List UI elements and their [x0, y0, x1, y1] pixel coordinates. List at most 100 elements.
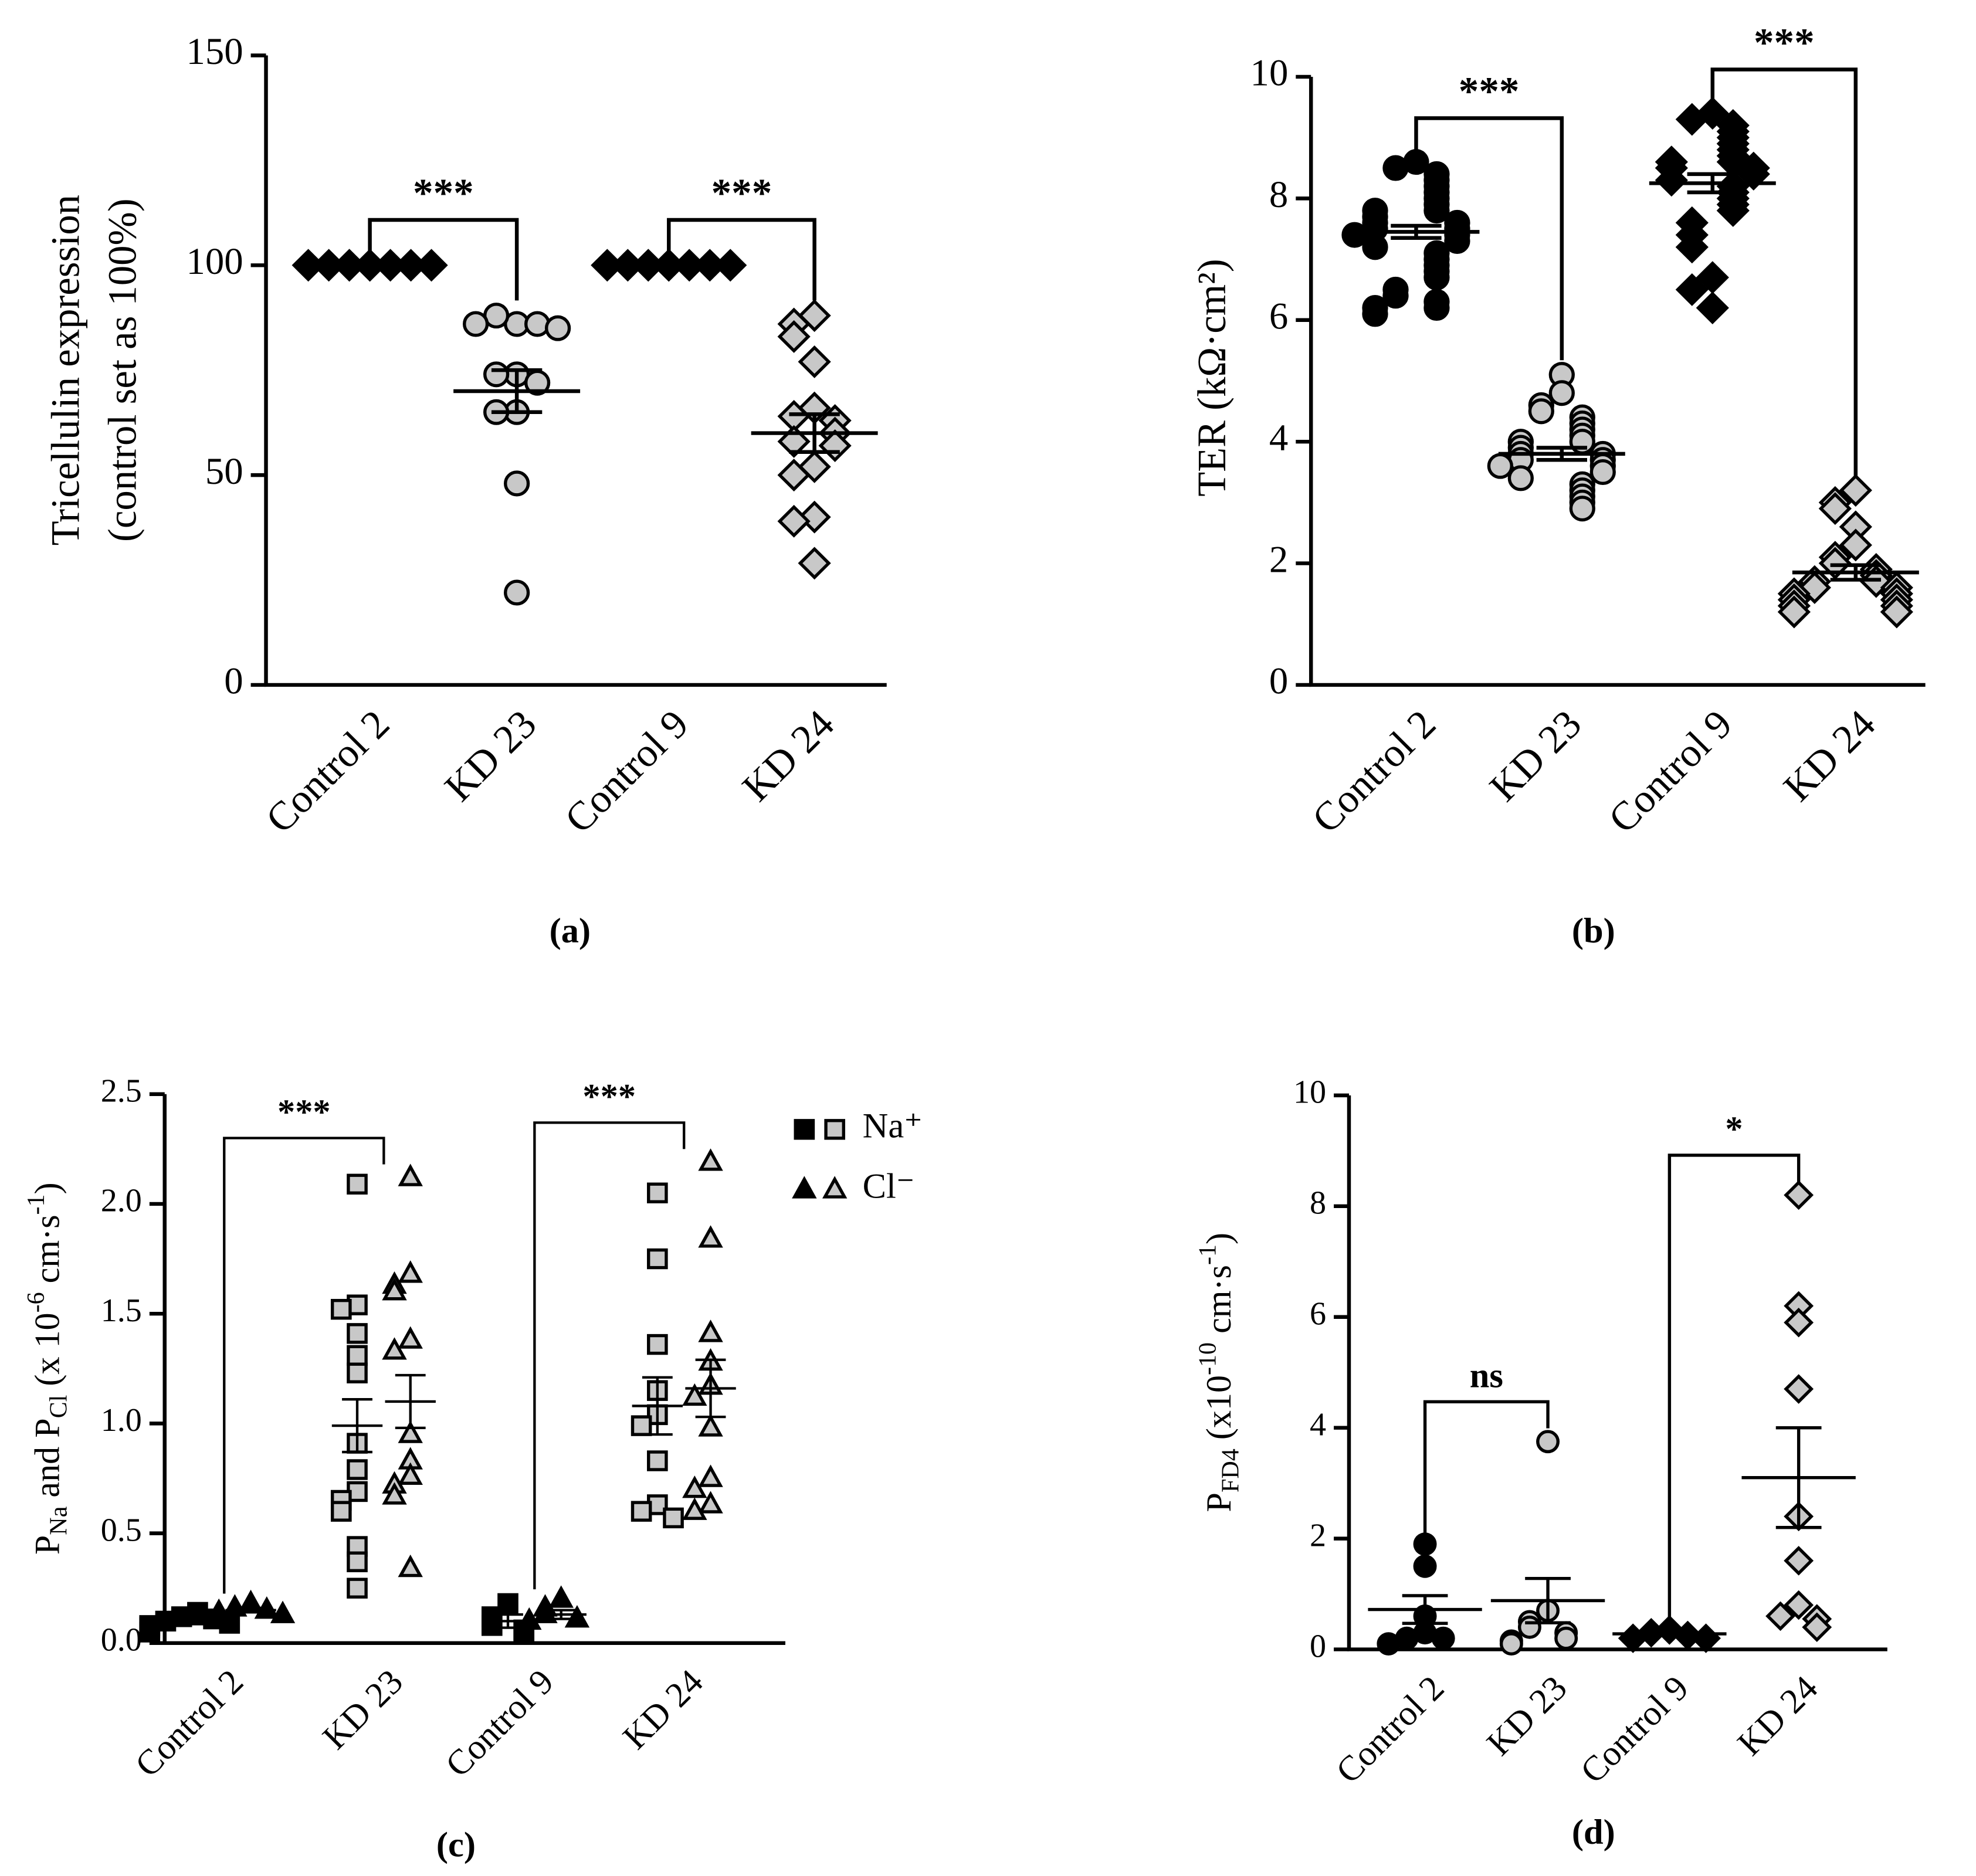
y-axis-label-part: FD4: [1216, 1448, 1244, 1492]
significance-bracket: [223, 1137, 385, 1594]
y-tick-label: 4: [1310, 1407, 1326, 1443]
x-tick-label: Control 9: [438, 1662, 561, 1785]
legend-marker: [822, 1176, 848, 1199]
y-tick-label: 6: [1310, 1296, 1326, 1332]
data-point: [698, 1464, 723, 1487]
data-point: [647, 1248, 668, 1270]
data-point: [647, 1450, 668, 1471]
y-tick-label: 2.0: [101, 1183, 142, 1219]
data-point: [1655, 164, 1688, 197]
data-point: [524, 311, 551, 337]
data-point: [1548, 380, 1575, 406]
data-point: [382, 1337, 407, 1360]
significance-bracket: [368, 218, 519, 301]
data-point: [647, 1334, 668, 1355]
y-axis-label-part: Cl: [45, 1395, 72, 1419]
data-point: [330, 1298, 352, 1320]
y-tick-label: 0.5: [101, 1512, 142, 1549]
significance-bracket: [1414, 116, 1564, 361]
y-tick-label: 1.5: [101, 1292, 142, 1329]
x-tick-label: Control 9: [1573, 1668, 1696, 1791]
y-tick-label: 8: [1269, 173, 1288, 215]
data-point: [798, 345, 831, 378]
data-point: [698, 1414, 723, 1437]
y-tick-label: 1.0: [101, 1402, 142, 1439]
x-tick-label: KD 23: [1479, 1668, 1575, 1763]
data-point: [631, 1415, 652, 1436]
data-point: [1784, 1374, 1814, 1404]
legend-marker: [824, 1119, 846, 1140]
y-tick-label: 2: [1310, 1518, 1326, 1554]
y-axis-label-part: ): [1199, 1233, 1239, 1244]
x-tick-label: Control 9: [1600, 701, 1741, 841]
x-tick-label: Control 9: [556, 701, 697, 841]
sem-bar: [1646, 1630, 1693, 1637]
sem-bar: [1391, 223, 1442, 240]
data-point: [798, 547, 831, 580]
sem-bar: [789, 412, 840, 454]
axes: [264, 55, 887, 687]
data-point: [1818, 492, 1852, 525]
data-point: [1341, 222, 1368, 248]
y-axis-label-part: (x10: [1199, 1375, 1239, 1448]
data-point: [1839, 474, 1872, 507]
panel-label: (d): [1572, 1813, 1615, 1852]
legend-label: Na⁺: [863, 1107, 923, 1146]
x-tick-label: KD 24: [1775, 701, 1884, 809]
x-tick-label: Control 2: [257, 701, 398, 841]
data-point: [1423, 295, 1450, 321]
data-point: [503, 579, 530, 606]
data-point: [347, 1173, 368, 1195]
data-point: [1362, 301, 1388, 327]
y-tick-label: 100: [186, 240, 243, 282]
data-point: [663, 1507, 684, 1529]
data-point: [481, 1615, 503, 1636]
data-point: [1431, 1626, 1455, 1650]
significance-bracket: [1667, 1154, 1801, 1620]
sem-bar: [1775, 1426, 1822, 1529]
data-point: [682, 1383, 707, 1406]
data-point: [347, 1551, 368, 1572]
data-point: [398, 1420, 423, 1443]
y-axis-label-part: -1: [1194, 1244, 1221, 1265]
x-tick-label: KD 23: [436, 701, 545, 809]
data-point: [1517, 1615, 1541, 1639]
panel-label: (a): [550, 911, 591, 951]
data-point: [503, 470, 530, 497]
y-tick-label: 0: [1310, 1628, 1326, 1664]
data-point: [1377, 1632, 1401, 1656]
y-tick-label: 10: [1250, 52, 1289, 94]
data-point: [1675, 273, 1709, 306]
data-point: [1362, 234, 1388, 260]
data-point: [517, 1607, 542, 1630]
y-tick-label: 0: [224, 660, 243, 702]
significance-bracket: [1423, 1400, 1550, 1535]
data-point: [1536, 1430, 1560, 1454]
y-tick-label: 150: [186, 30, 243, 72]
sem-bar: [1536, 446, 1587, 462]
data-point: [1777, 595, 1811, 629]
y-tick-label: 4: [1269, 416, 1288, 459]
data-point: [483, 361, 510, 388]
data-point: [1499, 1632, 1523, 1656]
data-point: [330, 1501, 352, 1522]
data-point: [1716, 194, 1750, 228]
y-axis-label-part: -1: [22, 1194, 49, 1215]
y-tick-label: 0.0: [101, 1622, 142, 1658]
data-point: [382, 1482, 407, 1505]
data-point: [777, 320, 811, 353]
data-point: [1423, 264, 1450, 291]
legend-label: Cl⁻: [863, 1167, 915, 1206]
data-point: [1737, 157, 1770, 191]
data-point: [398, 1326, 423, 1349]
significance-bracket: [1710, 67, 1858, 476]
sem-bar: [642, 1376, 673, 1436]
data-point: [206, 1598, 232, 1621]
data-point: [270, 1600, 296, 1623]
y-tick-label: 2: [1269, 538, 1288, 581]
legend-marker: [794, 1119, 815, 1140]
data-point: [544, 315, 571, 341]
y-axis-label-part: P: [28, 1535, 67, 1555]
sem-bar: [1402, 1594, 1448, 1625]
x-tick-label: Control 2: [1328, 1668, 1452, 1791]
